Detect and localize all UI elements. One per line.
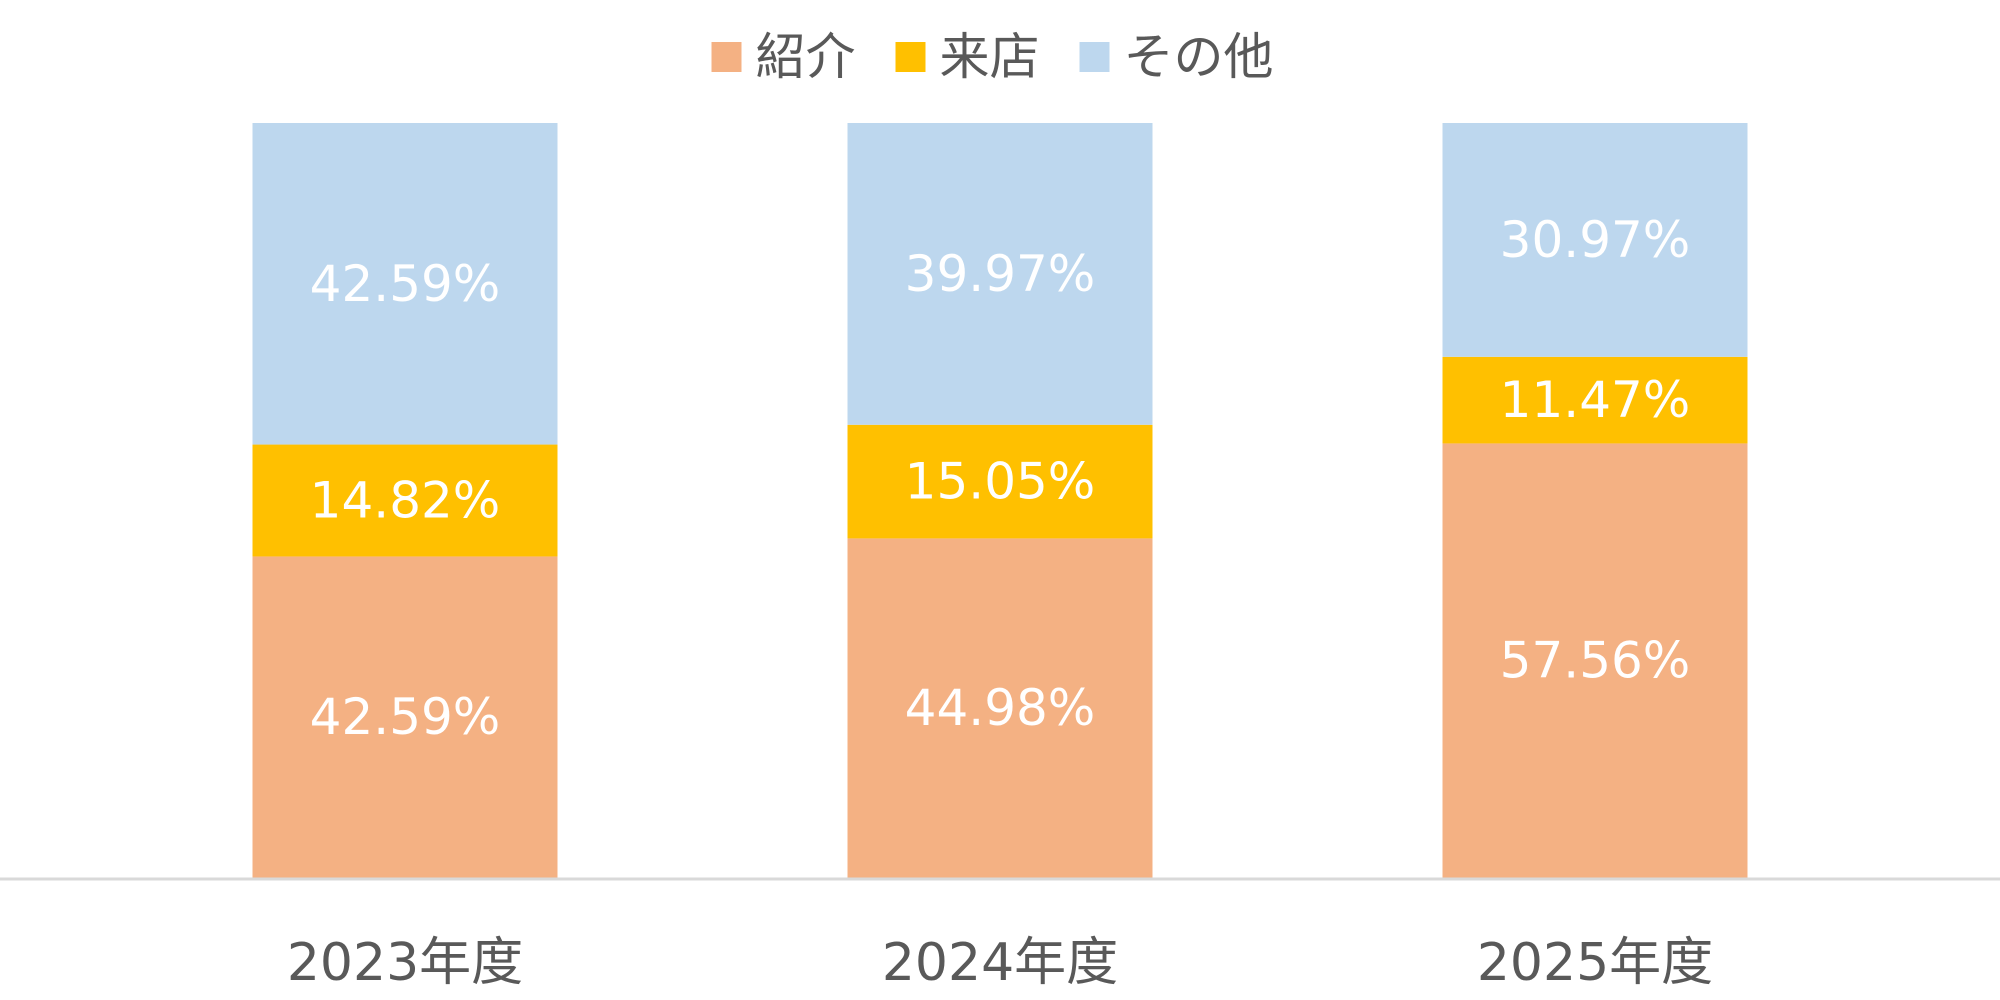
data-label: 39.97% xyxy=(905,245,1096,303)
bar-segment-3-2 xyxy=(847,123,1153,425)
bar-segment-1-2 xyxy=(847,538,1153,878)
bar-segment-1-3 xyxy=(1442,443,1748,878)
bars-area: 42.59% 14.82% 42.59% 44.98% 15.05% 39.97% 57.5… xyxy=(252,123,1748,878)
legend-label: 来店 xyxy=(940,28,1040,86)
bar-segment-3-1 xyxy=(252,123,558,445)
legend-swatch-3 xyxy=(1079,42,1110,72)
category-label: 2025年度 xyxy=(1477,933,1713,993)
bar-segment-1-1 xyxy=(252,556,558,878)
legend-label: その他 xyxy=(1124,28,1274,86)
bar-segment-2-1 xyxy=(252,444,558,557)
data-label: 15.05% xyxy=(905,453,1096,511)
data-label: 44.98% xyxy=(905,679,1096,737)
data-label: 42.59% xyxy=(310,255,501,313)
bar-segment-2-3 xyxy=(1442,356,1748,444)
legend: 紹介 来店 その他 xyxy=(711,28,1274,86)
legend-swatch-2 xyxy=(895,42,926,72)
data-label: 11.47% xyxy=(1500,371,1691,429)
category-axis-labels: 2023年度 2024年度 2025年度 xyxy=(287,933,1713,993)
legend-label: 紹介 xyxy=(756,28,856,86)
category-label: 2023年度 xyxy=(287,933,523,993)
data-label: 42.59% xyxy=(310,688,501,746)
data-label: 14.82% xyxy=(310,472,501,530)
bar-segment-2-2 xyxy=(847,424,1153,539)
bar-segment-3-3 xyxy=(1442,123,1748,357)
data-label: 30.97% xyxy=(1500,211,1691,269)
category-label: 2024年度 xyxy=(882,933,1118,993)
legend-swatch-1 xyxy=(711,42,742,72)
data-label: 57.56% xyxy=(1500,632,1691,690)
